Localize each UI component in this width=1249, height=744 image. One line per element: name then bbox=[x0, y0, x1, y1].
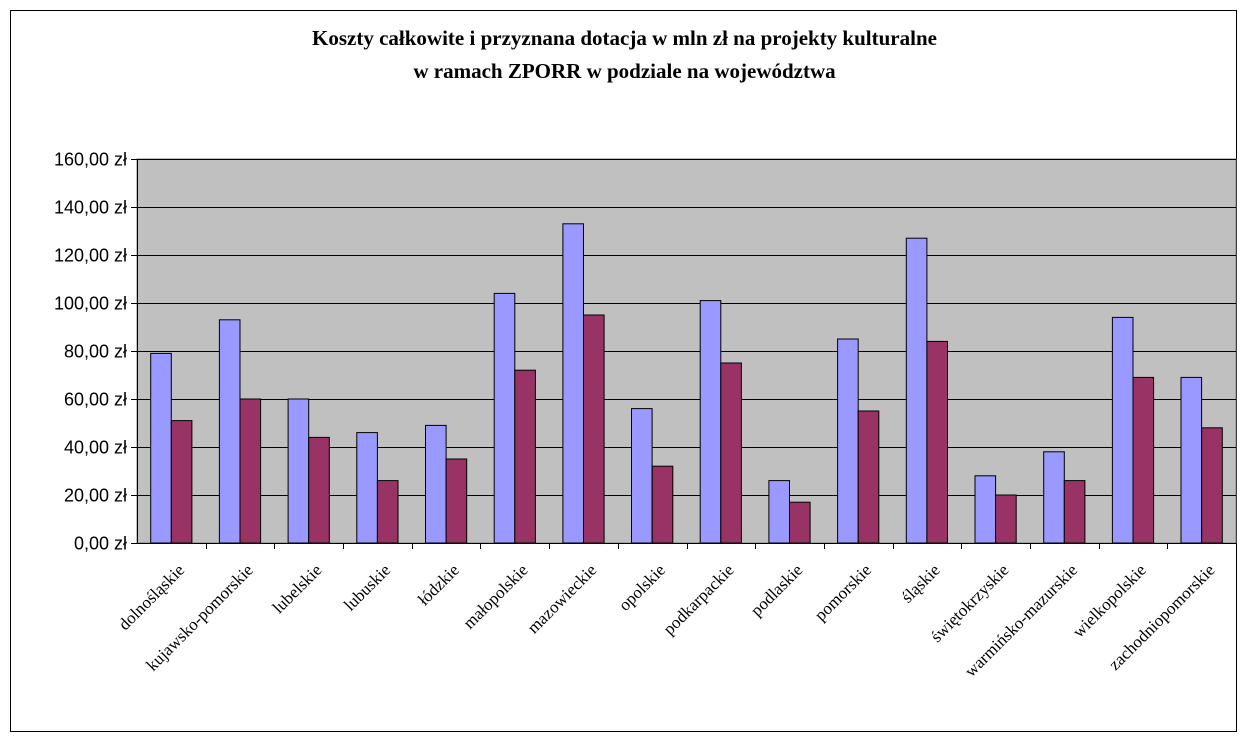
bar-series-2 bbox=[445, 458, 468, 544]
bar-series-2 bbox=[651, 465, 674, 544]
chart-title-line-2: w ramach ZPORR w podziale na województwa bbox=[413, 59, 836, 83]
bar-series-1 bbox=[150, 352, 172, 544]
bar-series-1 bbox=[356, 432, 378, 544]
y-tick-label: 60,00 zł bbox=[64, 390, 127, 410]
x-category-label: pomorskie bbox=[811, 560, 875, 624]
y-tick-label: 120,00 zł bbox=[54, 246, 127, 266]
bar-series-1 bbox=[287, 398, 310, 544]
x-category-label: łódzkie bbox=[414, 560, 463, 609]
y-tick-label: 40,00 zł bbox=[64, 438, 127, 458]
x-category-label: podkarpackie bbox=[659, 560, 737, 638]
x-category-label: małopolskie bbox=[459, 560, 531, 632]
bar-series-1 bbox=[1180, 376, 1203, 544]
bar-series-2 bbox=[789, 501, 811, 544]
bar-series-1 bbox=[493, 292, 516, 544]
bar-series-2 bbox=[308, 436, 330, 544]
bar-series-1 bbox=[1111, 316, 1134, 544]
bar-series-1 bbox=[905, 237, 928, 544]
bar-series-2 bbox=[1201, 427, 1223, 544]
y-tick-label: 100,00 zł bbox=[54, 294, 127, 314]
x-category-label: śląskie bbox=[898, 560, 944, 606]
bar-series-2 bbox=[857, 410, 880, 544]
bar-series-2 bbox=[376, 480, 399, 544]
bar-series-1 bbox=[562, 223, 585, 544]
chart-title-line-1: Koszty całkowite i przyznana dotacja w m… bbox=[312, 26, 937, 50]
bar-series-1 bbox=[1043, 451, 1065, 544]
bar-series-1 bbox=[837, 338, 859, 544]
y-tick-label: 20,00 zł bbox=[64, 486, 127, 506]
bar-series-1 bbox=[218, 319, 241, 544]
x-category-label: mazowieckie bbox=[523, 560, 600, 637]
bar-series-2 bbox=[514, 369, 536, 544]
bar-series-1 bbox=[425, 424, 447, 544]
bar-series-2 bbox=[720, 362, 742, 544]
x-category-label: opolskie bbox=[615, 560, 669, 614]
bar-series-2 bbox=[1132, 376, 1155, 544]
bar-series-1 bbox=[699, 300, 722, 544]
chart-title: Koszty całkowite i przyznana dotacja w m… bbox=[0, 22, 1249, 88]
x-category-label: warmińsko-mazurskie bbox=[961, 560, 1081, 680]
y-tick-label: 160,00 zł bbox=[54, 150, 127, 170]
bar-series-1 bbox=[768, 480, 791, 544]
bar-series-1 bbox=[631, 408, 653, 544]
bar-series-2 bbox=[170, 420, 193, 544]
x-category-label: dolnośląskie bbox=[115, 560, 189, 634]
bar-series-2 bbox=[1063, 480, 1086, 544]
x-category-label: lubelskie bbox=[269, 560, 326, 617]
bar-series-2 bbox=[926, 340, 949, 544]
x-category-label: podlaskie bbox=[747, 560, 807, 620]
bar-series-2 bbox=[239, 398, 262, 544]
bar-series-2 bbox=[995, 494, 1017, 544]
y-tick-label: 0,00 zł bbox=[74, 534, 127, 554]
bar-series-1 bbox=[974, 475, 997, 544]
x-category-label: lubuskie bbox=[340, 560, 394, 614]
y-tick-label: 140,00 zł bbox=[54, 198, 127, 218]
bar-series-2 bbox=[583, 314, 605, 544]
y-tick-label: 80,00 zł bbox=[64, 342, 127, 362]
